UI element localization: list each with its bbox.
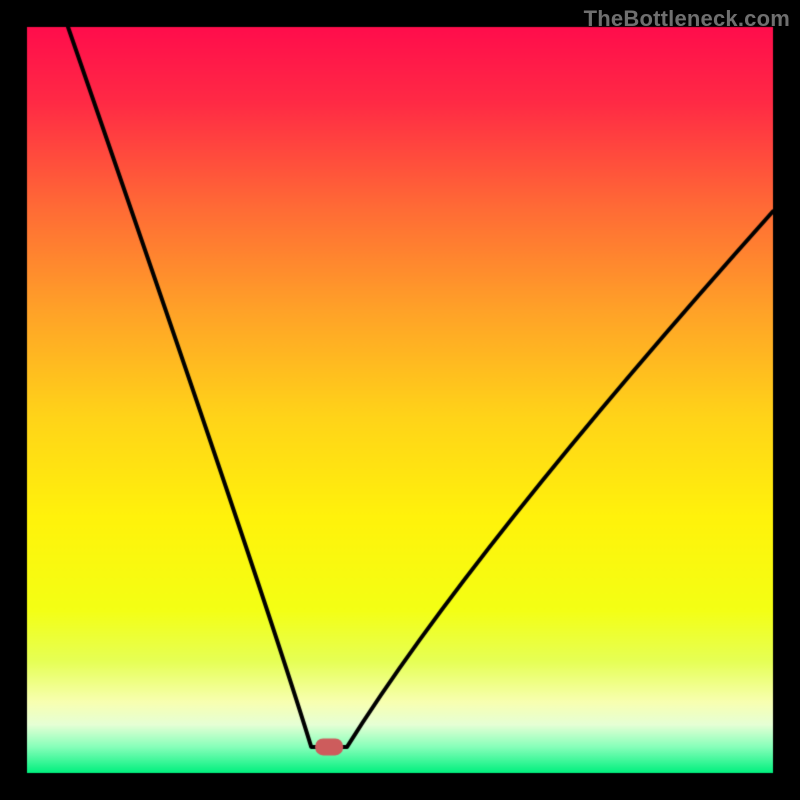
bottleneck-curve-chart — [0, 0, 800, 800]
chart-stage: TheBottleneck.com — [0, 0, 800, 800]
